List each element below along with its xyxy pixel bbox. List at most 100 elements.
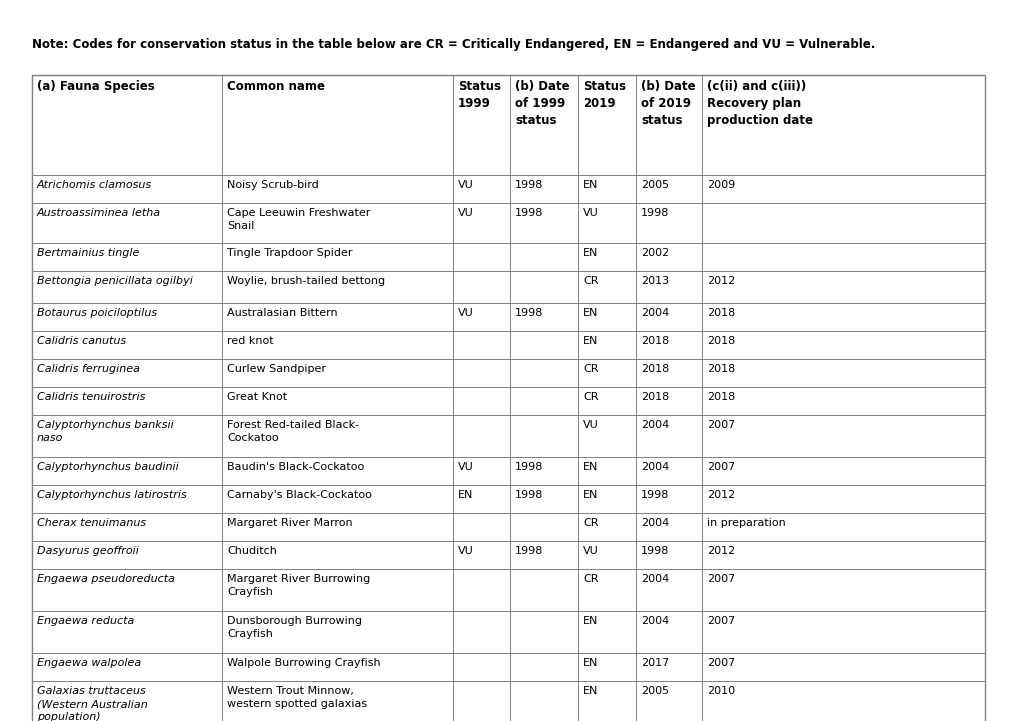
- Text: Status
1999: Status 1999: [458, 80, 500, 110]
- Text: 2005: 2005: [640, 686, 668, 696]
- Text: 1998: 1998: [640, 546, 668, 556]
- Text: 2002: 2002: [640, 248, 668, 258]
- Text: EN: EN: [458, 490, 473, 500]
- Text: CR: CR: [583, 518, 598, 528]
- Text: Cherax tenuimanus: Cherax tenuimanus: [37, 518, 146, 528]
- Text: Australasian Bittern: Australasian Bittern: [227, 308, 337, 318]
- Text: EN: EN: [583, 616, 598, 626]
- Text: Margaret River Burrowing
Crayfish: Margaret River Burrowing Crayfish: [227, 574, 370, 597]
- Text: 2018: 2018: [706, 336, 735, 346]
- Text: 2004: 2004: [640, 308, 668, 318]
- Text: 2018: 2018: [640, 392, 668, 402]
- Text: Common name: Common name: [227, 80, 325, 93]
- Text: 2017: 2017: [640, 658, 668, 668]
- Text: 2018: 2018: [640, 336, 668, 346]
- Text: 2012: 2012: [706, 546, 735, 556]
- Text: VU: VU: [458, 208, 473, 218]
- Text: Calidris tenuirostris: Calidris tenuirostris: [37, 392, 146, 402]
- Text: (c(ii) and c(iii))
Recovery plan
production date: (c(ii) and c(iii)) Recovery plan product…: [706, 80, 812, 127]
- Text: Walpole Burrowing Crayfish: Walpole Burrowing Crayfish: [227, 658, 380, 668]
- Text: EN: EN: [583, 490, 598, 500]
- Text: Woylie, brush-tailed bettong: Woylie, brush-tailed bettong: [227, 276, 385, 286]
- Text: Cape Leeuwin Freshwater
Snail: Cape Leeuwin Freshwater Snail: [227, 208, 370, 231]
- Text: Calyptorhynchus latirostris: Calyptorhynchus latirostris: [37, 490, 186, 500]
- Text: 2004: 2004: [640, 420, 668, 430]
- Text: 2009: 2009: [706, 180, 735, 190]
- Text: EN: EN: [583, 686, 598, 696]
- Text: CR: CR: [583, 276, 598, 286]
- Text: VU: VU: [458, 546, 473, 556]
- Text: 2013: 2013: [640, 276, 668, 286]
- Text: 1998: 1998: [640, 208, 668, 218]
- Text: Tingle Trapdoor Spider: Tingle Trapdoor Spider: [227, 248, 353, 258]
- Text: VU: VU: [583, 546, 598, 556]
- Text: 2018: 2018: [640, 364, 668, 374]
- Text: Noisy Scrub-bird: Noisy Scrub-bird: [227, 180, 319, 190]
- Text: Chuditch: Chuditch: [227, 546, 276, 556]
- Text: in preparation: in preparation: [706, 518, 785, 528]
- Text: 2005: 2005: [640, 180, 668, 190]
- Text: Galaxias truttaceus
(Western Australian
population): Galaxias truttaceus (Western Australian …: [37, 686, 148, 721]
- Text: Austroassiminea letha: Austroassiminea letha: [37, 208, 161, 218]
- Text: Botaurus poiciloptilus: Botaurus poiciloptilus: [37, 308, 157, 318]
- Text: VU: VU: [458, 308, 473, 318]
- Text: 2018: 2018: [706, 392, 735, 402]
- Text: (b) Date
of 2019
status: (b) Date of 2019 status: [640, 80, 695, 127]
- Text: 2007: 2007: [706, 420, 735, 430]
- Text: Carnaby's Black-Cockatoo: Carnaby's Black-Cockatoo: [227, 490, 372, 500]
- Text: 1998: 1998: [515, 308, 543, 318]
- Text: 2012: 2012: [706, 490, 735, 500]
- Text: EN: EN: [583, 658, 598, 668]
- Text: 2004: 2004: [640, 462, 668, 472]
- Text: 1998: 1998: [515, 180, 543, 190]
- Text: 2007: 2007: [706, 616, 735, 626]
- Text: 2018: 2018: [706, 308, 735, 318]
- Text: Calyptorhynchus banksii
naso: Calyptorhynchus banksii naso: [37, 420, 173, 443]
- Text: Note: Codes for conservation status in the table below are CR = Critically Endan: Note: Codes for conservation status in t…: [32, 38, 874, 51]
- Text: 2004: 2004: [640, 574, 668, 584]
- Text: CR: CR: [583, 392, 598, 402]
- Text: EN: EN: [583, 336, 598, 346]
- Text: 2004: 2004: [640, 616, 668, 626]
- Text: 1998: 1998: [515, 546, 543, 556]
- Text: EN: EN: [583, 180, 598, 190]
- Text: 1998: 1998: [515, 208, 543, 218]
- Text: Bertmainius tingle: Bertmainius tingle: [37, 248, 140, 258]
- Text: (b) Date
of 1999
status: (b) Date of 1999 status: [515, 80, 569, 127]
- Text: EN: EN: [583, 308, 598, 318]
- Text: 2004: 2004: [640, 518, 668, 528]
- Text: 2007: 2007: [706, 574, 735, 584]
- Text: EN: EN: [583, 462, 598, 472]
- Text: Calidris ferruginea: Calidris ferruginea: [37, 364, 140, 374]
- Text: Engaewa pseudoreducta: Engaewa pseudoreducta: [37, 574, 175, 584]
- Text: VU: VU: [583, 208, 598, 218]
- Text: Bettongia penicillata ogilbyi: Bettongia penicillata ogilbyi: [37, 276, 193, 286]
- Text: Status
2019: Status 2019: [583, 80, 626, 110]
- Text: Engaewa walpolea: Engaewa walpolea: [37, 658, 141, 668]
- Text: 1998: 1998: [640, 490, 668, 500]
- Text: Baudin's Black-Cockatoo: Baudin's Black-Cockatoo: [227, 462, 364, 472]
- Text: Forest Red-tailed Black-
Cockatoo: Forest Red-tailed Black- Cockatoo: [227, 420, 359, 443]
- Text: Calidris canutus: Calidris canutus: [37, 336, 126, 346]
- Text: 2012: 2012: [706, 276, 735, 286]
- Text: CR: CR: [583, 364, 598, 374]
- Text: Dunsborough Burrowing
Crayfish: Dunsborough Burrowing Crayfish: [227, 616, 362, 640]
- Text: red knot: red knot: [227, 336, 273, 346]
- Text: Curlew Sandpiper: Curlew Sandpiper: [227, 364, 326, 374]
- Text: Dasyurus geoffroii: Dasyurus geoffroii: [37, 546, 139, 556]
- Text: VU: VU: [583, 420, 598, 430]
- Text: VU: VU: [458, 462, 473, 472]
- Text: 2007: 2007: [706, 658, 735, 668]
- Text: Engaewa reducta: Engaewa reducta: [37, 616, 135, 626]
- Text: Atrichomis clamosus: Atrichomis clamosus: [37, 180, 152, 190]
- Text: 1998: 1998: [515, 490, 543, 500]
- Text: Margaret River Marron: Margaret River Marron: [227, 518, 353, 528]
- Text: EN: EN: [583, 248, 598, 258]
- Text: 2007: 2007: [706, 462, 735, 472]
- Text: Western Trout Minnow,
western spotted galaxias: Western Trout Minnow, western spotted ga…: [227, 686, 367, 709]
- Text: Great Knot: Great Knot: [227, 392, 286, 402]
- Text: 1998: 1998: [515, 462, 543, 472]
- Text: VU: VU: [458, 180, 473, 190]
- Text: 2010: 2010: [706, 686, 735, 696]
- Text: Calyptorhynchus baudinii: Calyptorhynchus baudinii: [37, 462, 178, 472]
